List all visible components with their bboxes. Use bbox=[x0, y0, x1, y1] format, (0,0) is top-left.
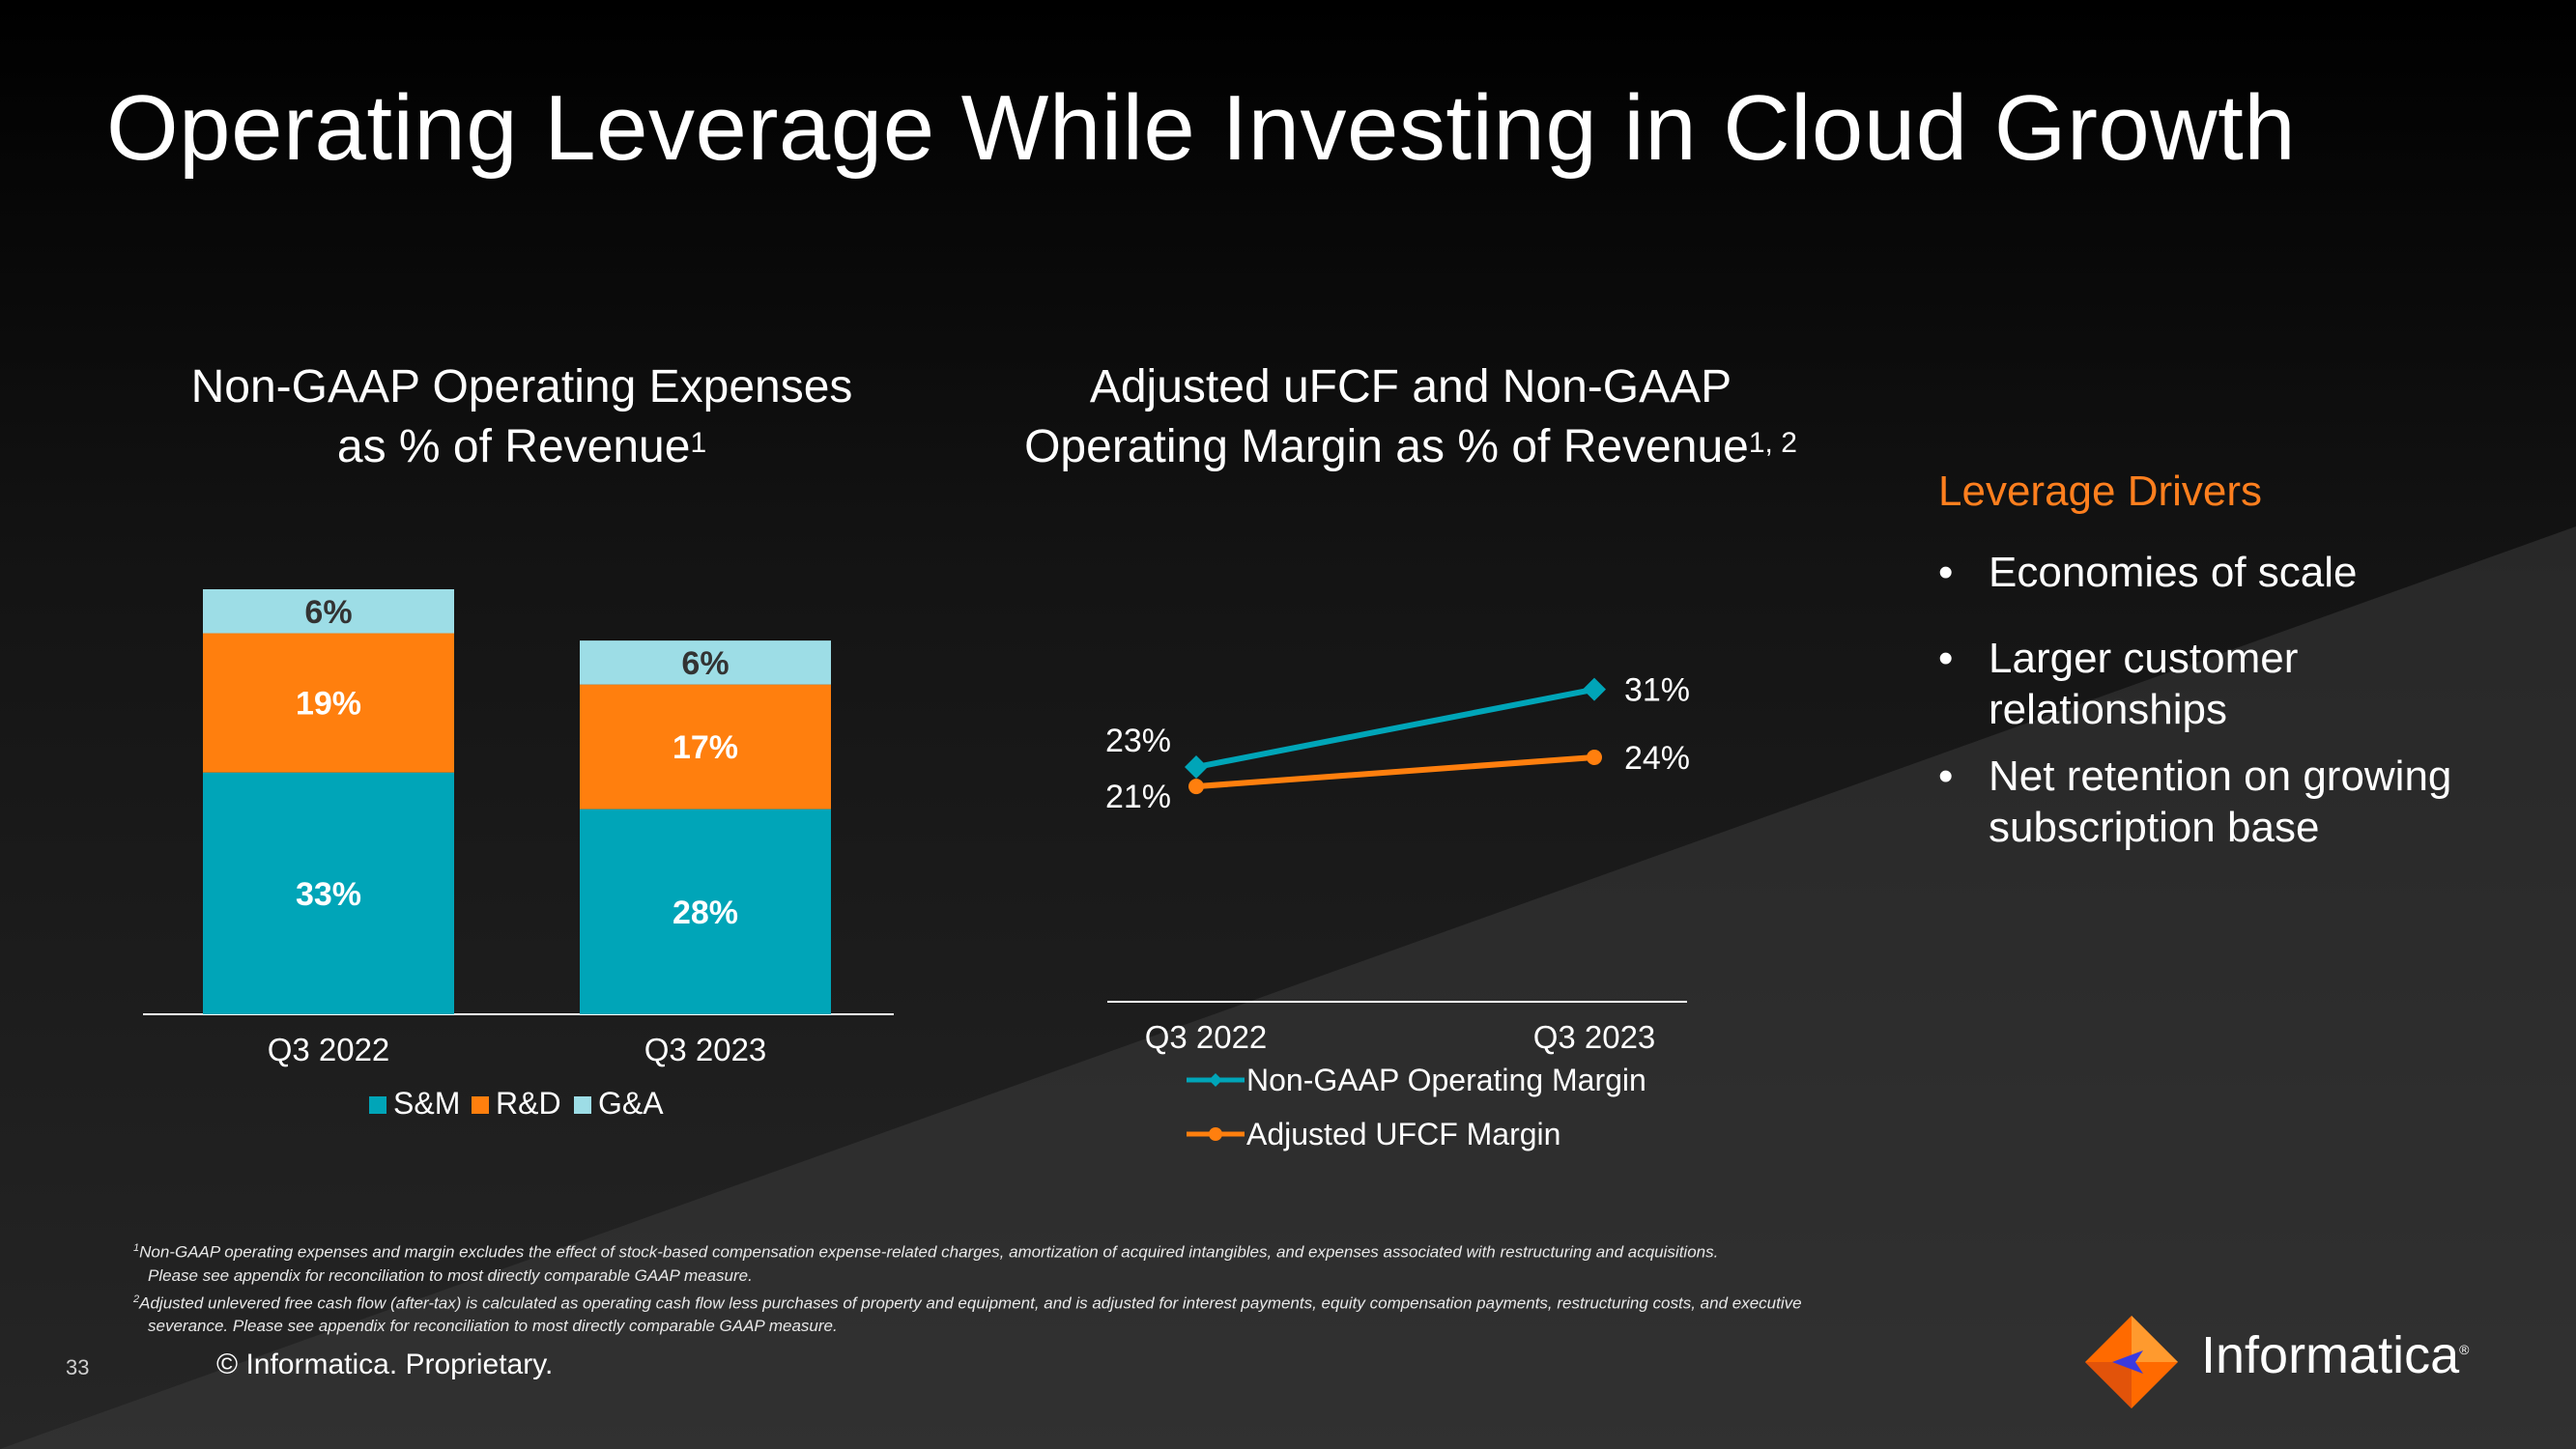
bar-data-label: 17% bbox=[673, 729, 738, 766]
legend-label: G&A bbox=[598, 1086, 664, 1121]
footnote-2-continued: severance. Please see appendix for recon… bbox=[148, 1317, 838, 1336]
x-tick-label: Q3 2023 bbox=[1533, 1019, 1656, 1055]
line-chart-title: Adjusted uFCF and Non-GAAP Operating Mar… bbox=[976, 357, 1846, 477]
bar-chart-title-line2-text: as % of Revenue bbox=[336, 421, 691, 472]
page-number: 33 bbox=[66, 1355, 90, 1379]
slide-title: Operating Leverage While Investing in Cl… bbox=[106, 76, 2297, 180]
bar-data-label: 33% bbox=[296, 876, 361, 913]
bar-data-label: 28% bbox=[673, 895, 738, 931]
data-point-diamond bbox=[1185, 755, 1208, 780]
bar-chart-title-line1: Non-GAAP Operating Expenses bbox=[190, 361, 853, 412]
driver-item: Net retention on growing subscription ba… bbox=[1938, 751, 2537, 853]
driver-item: Larger customer relationships bbox=[1938, 633, 2537, 735]
legend-swatch bbox=[574, 1096, 591, 1114]
bar-segment-rd bbox=[203, 633, 454, 773]
x-tick-label: Q3 2023 bbox=[644, 1032, 767, 1067]
stacked-bar-chart: 33% 19% 6% Q3 2022 28% 17% 6% Q3 2023 S&M R&D G&A bbox=[143, 589, 894, 1121]
copyright-notice: © Informatica. Proprietary. bbox=[216, 1349, 554, 1380]
footnote-2-mark: 2 bbox=[133, 1293, 140, 1305]
legend-label: S&M bbox=[393, 1086, 460, 1121]
legend-swatch bbox=[472, 1096, 489, 1114]
bar-data-label: 6% bbox=[681, 645, 729, 682]
bar-data-label: 19% bbox=[296, 686, 361, 723]
informatica-logo-text: Informatica® bbox=[2201, 1325, 2469, 1385]
bar-segment-rd bbox=[580, 684, 831, 810]
logo-trademark: ® bbox=[2459, 1342, 2470, 1357]
bar-segment-ga bbox=[203, 589, 454, 634]
bar-chart-title: Non-GAAP Operating Expenses as % of Reve… bbox=[135, 357, 908, 477]
series-line-1 bbox=[1195, 753, 1595, 790]
leverage-drivers-title: Leverage Drivers bbox=[1938, 468, 2263, 515]
line-data-label: 24% bbox=[1624, 740, 1690, 777]
data-point-circle bbox=[1188, 779, 1204, 795]
line-chart-title-line2: Operating Margin as % of Revenue1, 2 bbox=[976, 417, 1846, 477]
legend-marker bbox=[1209, 1073, 1222, 1087]
footnotes: 1Non-GAAP operating expenses and margin … bbox=[133, 1236, 2037, 1338]
leverage-drivers-list: Economies of scale Larger customer relat… bbox=[1938, 547, 2537, 853]
footnote-2-text: Adjusted unlevered free cash flow (after… bbox=[139, 1293, 1802, 1313]
x-tick-label: Q3 2022 bbox=[1145, 1019, 1268, 1055]
x-tick-label: Q3 2022 bbox=[268, 1032, 390, 1067]
series-line-0 bbox=[1195, 686, 1595, 770]
line-chart: Q3 2022 Q3 2023 23% 31% Non-GAAP Operating M… bbox=[1105, 672, 1690, 1151]
legend-swatch bbox=[369, 1096, 386, 1114]
bar-data-label: 6% bbox=[304, 594, 352, 631]
data-point-diamond bbox=[1583, 677, 1606, 701]
footnote-2: 2Adjusted unlevered free cash flow (afte… bbox=[133, 1288, 2037, 1316]
line-data-label: 21% bbox=[1105, 779, 1171, 815]
bar-chart-title-line2: as % of Revenue1 bbox=[135, 417, 908, 477]
line-chart-title-footnote-mark: 1, 2 bbox=[1748, 427, 1797, 459]
driver-item: Economies of scale bbox=[1938, 547, 2537, 598]
legend-label: Adjusted UFCF Margin bbox=[1246, 1117, 1560, 1151]
bar-chart-title-footnote-mark: 1 bbox=[690, 427, 707, 459]
line-chart-title-line2-text: Operating Margin as % of Revenue bbox=[1024, 421, 1749, 472]
footnote-1-text: Non-GAAP operating expenses and margin e… bbox=[139, 1242, 1719, 1262]
line-chart-title-line1: Adjusted uFCF and Non-GAAP bbox=[1089, 361, 1732, 412]
informatica-logo-icon bbox=[2085, 1316, 2178, 1408]
bar-segment-ga bbox=[580, 640, 831, 685]
legend-marker bbox=[1209, 1127, 1222, 1141]
legend-label: R&D bbox=[496, 1086, 561, 1121]
footnote-1-continued: Please see appendix for reconciliation t… bbox=[148, 1265, 753, 1285]
legend-label: Non-GAAP Operating Margin bbox=[1246, 1063, 1646, 1097]
line-data-label: 23% bbox=[1105, 723, 1171, 759]
bar-segment-sm bbox=[580, 809, 831, 1014]
footnote-1-mark: 1 bbox=[133, 1242, 140, 1254]
footnote-1: 1Non-GAAP operating expenses and margin … bbox=[133, 1236, 2037, 1264]
logo-wordmark: Informatica bbox=[2201, 1326, 2460, 1384]
line-data-label: 31% bbox=[1624, 672, 1690, 709]
data-point-circle bbox=[1587, 749, 1602, 765]
bar-segment-sm bbox=[203, 772, 454, 1014]
